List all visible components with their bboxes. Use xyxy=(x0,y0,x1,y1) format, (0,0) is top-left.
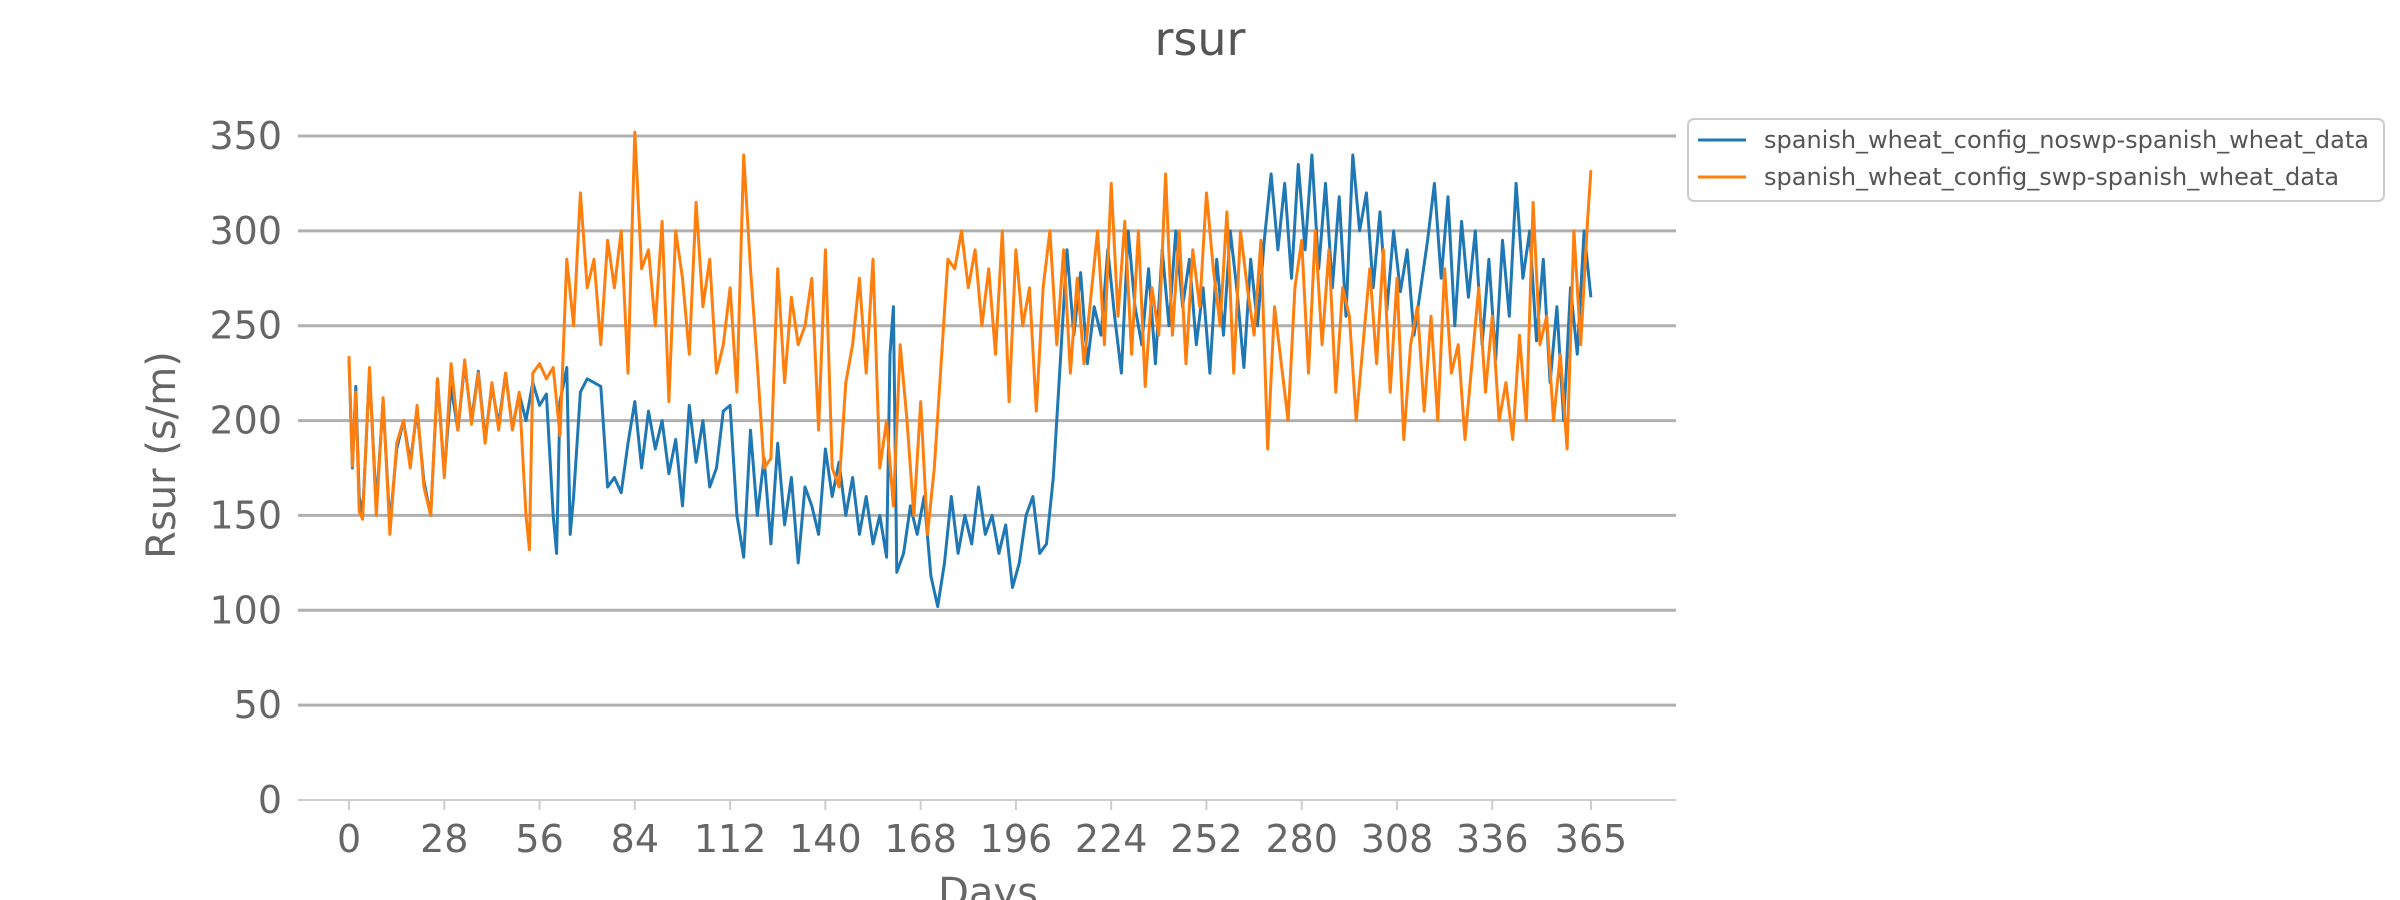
legend: spanish_wheat_config_noswp-spanish_wheat… xyxy=(1687,118,2385,202)
legend-label-noswp: spanish_wheat_config_noswp-spanish_wheat… xyxy=(1764,126,2369,154)
x-tick-label: 140 xyxy=(789,817,862,861)
x-tick-label: 0 xyxy=(337,817,361,861)
y-tick-labels: 0 50 100 150 200 250 300 350 xyxy=(209,114,282,822)
x-tick-label: 336 xyxy=(1456,817,1529,861)
y-tick-label: 0 xyxy=(258,778,282,822)
legend-label-swp: spanish_wheat_config_swp-spanish_wheat_d… xyxy=(1764,163,2339,191)
axes xyxy=(298,799,1676,810)
x-tick-label: 28 xyxy=(420,817,468,861)
x-tick-label: 56 xyxy=(515,817,563,861)
y-tick-label: 50 xyxy=(234,683,282,727)
y-tick-label: 350 xyxy=(209,114,282,158)
x-tick-labels: 0 28 56 84 112 140 168 196 224 252 280 308 336 365 xyxy=(337,817,1627,861)
series-lines xyxy=(347,130,1593,608)
grid-lines xyxy=(298,134,1676,707)
chart-title: rsur xyxy=(1155,12,1246,66)
x-tick-label: 252 xyxy=(1170,817,1243,861)
y-tick-label: 150 xyxy=(209,493,282,537)
x-tick-label: 365 xyxy=(1555,817,1628,861)
y-tick-label: 250 xyxy=(209,304,282,348)
legend-frame xyxy=(1687,118,2385,202)
series-line-noswp xyxy=(347,153,1593,608)
x-tick-label: 84 xyxy=(611,817,659,861)
x-tick-label: 168 xyxy=(884,817,957,861)
y-axis-label: Rsur (s/m) xyxy=(139,351,185,559)
x-tick-label: 280 xyxy=(1265,817,1338,861)
x-tick-label: 196 xyxy=(980,817,1053,861)
y-tick-label: 100 xyxy=(209,588,282,632)
x-axis-label: Days xyxy=(938,870,1038,900)
series-line-swp xyxy=(347,130,1593,552)
x-tick-label: 112 xyxy=(694,817,767,861)
x-tick-label: 224 xyxy=(1075,817,1148,861)
x-tick-label: 308 xyxy=(1361,817,1434,861)
y-tick-label: 200 xyxy=(209,399,282,443)
y-tick-label: 300 xyxy=(209,209,282,253)
